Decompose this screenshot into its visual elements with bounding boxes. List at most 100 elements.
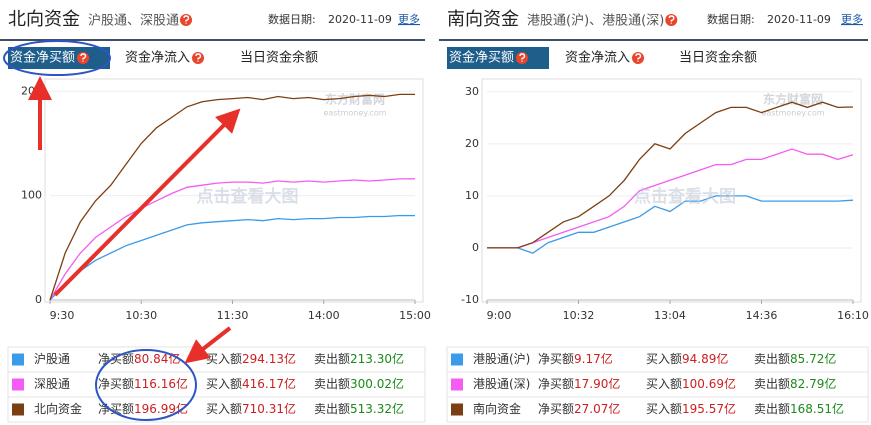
help-icon-glyph xyxy=(183,15,190,24)
series-line xyxy=(487,148,854,249)
cell-value: 9.17亿 xyxy=(574,351,613,366)
x-tick-label: 11:30 xyxy=(217,309,249,322)
help-icon-glyph xyxy=(668,15,675,24)
y-tick-label: 20 xyxy=(465,137,479,150)
legend-name: 港股通(深) xyxy=(473,377,530,391)
y-tick-label: 0 xyxy=(35,293,42,306)
chart-overlay[interactable]: 点击查看大图 xyxy=(197,186,299,207)
cell-label: 买入额 xyxy=(206,352,242,366)
header-rule xyxy=(439,39,868,41)
legend-name: 沪股通 xyxy=(34,352,70,366)
cell-label: 卖出额 xyxy=(754,402,790,416)
tab[interactable]: 资金净买额 xyxy=(449,50,514,66)
cell-label: 买入额 xyxy=(646,352,682,366)
cell-value: 196.99亿 xyxy=(134,401,188,416)
cell-label: 净买额 xyxy=(98,352,134,366)
cell-value: 294.13亿 xyxy=(242,351,296,366)
x-tick-label: 16:10 xyxy=(837,309,869,322)
cell-label: 买入额 xyxy=(646,402,682,416)
cell-value: 94.89亿 xyxy=(682,351,728,366)
x-tick-label: 10:32 xyxy=(563,309,595,322)
tab[interactable]: 资金净流入 xyxy=(125,50,190,66)
watermark-url: eastmoney.com xyxy=(761,109,824,118)
date-label: 数据日期: xyxy=(268,12,316,26)
cell-value: 416.17亿 xyxy=(242,376,296,391)
legend-swatch xyxy=(12,403,24,416)
legend-name: 港股通(沪) xyxy=(473,352,530,366)
cell-label: 净买额 xyxy=(98,402,134,416)
panel-title: 北向资金 xyxy=(8,9,80,30)
cell-label: 卖出额 xyxy=(754,352,790,366)
tab[interactable]: 当日资金余额 xyxy=(679,50,757,66)
x-tick-label: 9:30 xyxy=(50,309,75,322)
chart-frame xyxy=(44,78,424,303)
legend-name: 南向资金 xyxy=(473,401,521,416)
tab[interactable]: 资金净买额 xyxy=(10,50,75,66)
help-icon-glyph xyxy=(519,53,526,62)
series-line xyxy=(49,178,416,301)
cell-value: 85.72亿 xyxy=(790,351,836,366)
panel-subtitle: 沪股通、深股通 xyxy=(88,13,179,29)
cell-label: 买入额 xyxy=(206,377,242,391)
series-line xyxy=(487,101,854,249)
legend-name: 北向资金 xyxy=(34,401,82,416)
cell-value: 300.02亿 xyxy=(350,376,404,391)
table-row xyxy=(446,346,869,373)
series-line xyxy=(487,195,854,254)
x-tick-label: 13:04 xyxy=(654,309,686,322)
x-tick-label: 10:30 xyxy=(125,309,157,322)
legend-swatch xyxy=(12,353,24,366)
legend-name: 深股通 xyxy=(34,377,70,391)
legend-swatch xyxy=(451,353,463,366)
watermark-url: eastmoney.com xyxy=(323,109,386,118)
tab[interactable]: 当日资金余额 xyxy=(240,50,318,66)
header-rule xyxy=(0,39,425,41)
x-tick-label: 14:36 xyxy=(746,309,778,322)
date-value: 2020-11-09 xyxy=(767,13,831,26)
cell-label: 卖出额 xyxy=(314,402,350,416)
cell-value: 513.32亿 xyxy=(350,401,404,416)
y-tick-label: 10 xyxy=(465,189,479,202)
legend-swatch xyxy=(451,378,463,391)
y-tick-label: 30 xyxy=(465,85,479,98)
legend-swatch xyxy=(12,378,24,391)
cell-label: 卖出额 xyxy=(314,377,350,391)
legend-swatch xyxy=(451,403,463,416)
series-line xyxy=(49,93,415,301)
cell-label: 买入额 xyxy=(206,402,242,416)
annotation-arrow xyxy=(184,326,232,364)
annotation-ellipse xyxy=(3,40,111,76)
cell-value: 82.79亿 xyxy=(790,376,836,391)
more-link[interactable]: 更多 xyxy=(841,12,863,26)
chart-frame xyxy=(481,78,862,303)
cell-label: 净买额 xyxy=(98,377,134,391)
panel-title: 南向资金 xyxy=(447,9,519,30)
table-row xyxy=(7,371,426,398)
help-icon-glyph xyxy=(80,53,87,62)
x-tick-label: 15:00 xyxy=(399,309,431,322)
x-tick-label: 14:00 xyxy=(308,309,340,322)
cell-value: 17.90亿 xyxy=(574,376,620,391)
help-icon-glyph xyxy=(635,53,642,62)
panel-subtitle: 港股通(沪)、港股通(深) xyxy=(527,13,664,29)
table-row xyxy=(7,396,426,423)
more-link[interactable]: 更多 xyxy=(398,12,420,26)
annotation-ellipse xyxy=(95,349,197,421)
cell-label: 净买额 xyxy=(538,402,574,416)
tab[interactable]: 资金净流入 xyxy=(565,50,630,66)
watermark: 东方财富网 xyxy=(763,92,823,107)
y-tick-label: 0 xyxy=(472,241,479,254)
cell-label: 净买额 xyxy=(538,377,574,391)
cell-label: 卖出额 xyxy=(314,352,350,366)
cell-label: 卖出额 xyxy=(754,377,790,391)
cell-label: 买入额 xyxy=(646,377,682,391)
cell-value: 80.84亿 xyxy=(134,351,180,366)
table-row xyxy=(7,346,426,373)
date-value: 2020-11-09 xyxy=(328,13,392,26)
cell-label: 净买额 xyxy=(538,352,574,366)
table-row xyxy=(446,396,869,423)
annotation-arrow xyxy=(53,108,241,297)
cell-value: 710.31亿 xyxy=(242,401,296,416)
chart-overlay[interactable]: 点击查看大图 xyxy=(634,186,736,207)
